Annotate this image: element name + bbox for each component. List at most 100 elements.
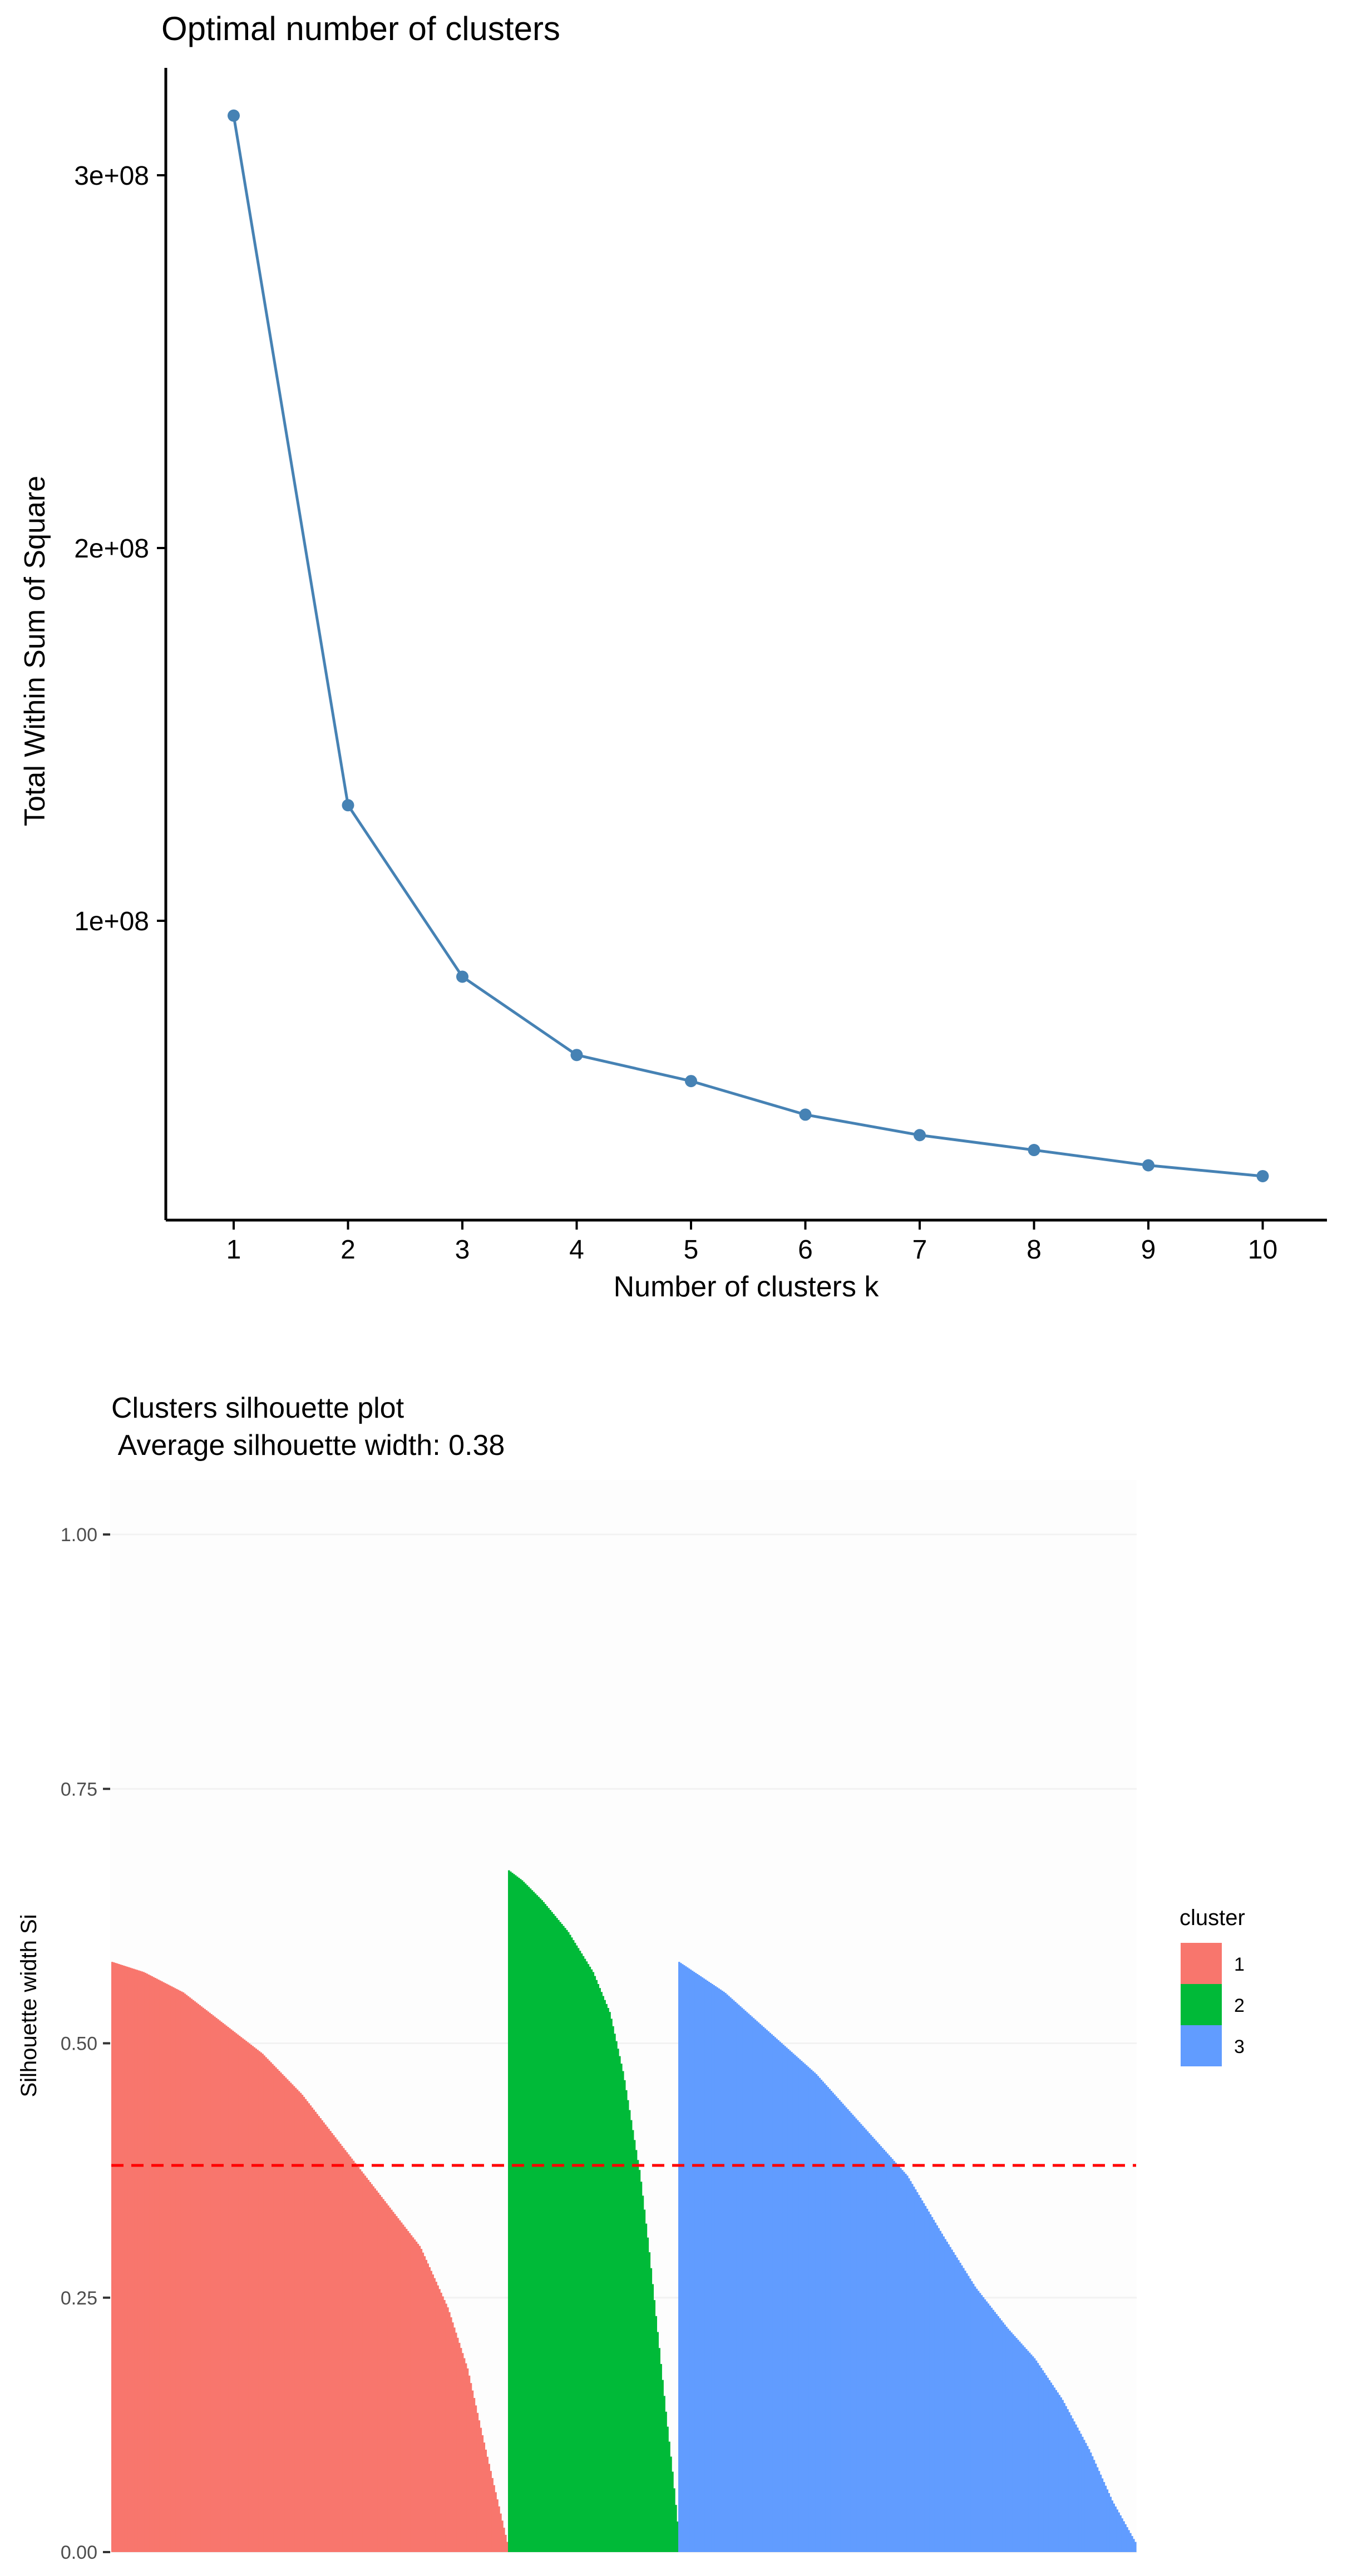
silhouette-bar-cluster-3	[1119, 2515, 1122, 2552]
silhouette-bar-cluster-3	[987, 2303, 990, 2552]
silhouette-bar-cluster-1	[331, 2133, 333, 2552]
silhouette-bar-cluster-3	[997, 2316, 1000, 2552]
silhouette-bar-cluster-3	[909, 2181, 912, 2552]
silhouette-bar-cluster-2	[587, 1964, 590, 2552]
silhouette-bar-cluster-3	[1070, 2415, 1072, 2552]
silhouette-bar-cluster-3	[1048, 2380, 1051, 2552]
silhouette-bar-cluster-1	[233, 2032, 236, 2552]
silhouette-bar-cluster-2	[512, 1874, 515, 2552]
silhouette-bar-cluster-2	[636, 2160, 639, 2552]
silhouette-bar-cluster-3	[800, 2061, 803, 2552]
silhouette-bar-cluster-1	[187, 1996, 190, 2552]
silhouette-bar-cluster-1	[445, 2303, 447, 2552]
silhouette-bar-cluster-1	[382, 2199, 384, 2552]
silhouette-bar-cluster-2	[630, 2120, 633, 2552]
silhouette-bar-cluster-1	[131, 1968, 134, 2552]
silhouette-bar-cluster-3	[958, 2260, 960, 2552]
silhouette-bar-cluster-1	[185, 1995, 188, 2552]
silhouette-bar-cluster-1	[428, 2267, 431, 2552]
silhouette-bar-cluster-1	[275, 2067, 277, 2552]
silhouette-bar-cluster-2	[628, 2110, 631, 2552]
silhouette-bar-cluster-1	[226, 2027, 229, 2552]
silhouette-bar-cluster-3	[741, 2007, 743, 2552]
silhouette-bar-cluster-2	[667, 2426, 669, 2552]
silhouette-bar-cluster-3	[959, 2263, 961, 2552]
silhouette-bar-cluster-2	[635, 2150, 638, 2552]
silhouette-bar-cluster-1	[129, 1967, 132, 2552]
silhouette-bar-cluster-2	[516, 1876, 519, 2552]
silhouette-bar-cluster-2	[638, 2170, 641, 2552]
silhouette-bar-cluster-2	[594, 1976, 596, 2552]
silhouette-bar-cluster-3	[772, 2036, 774, 2552]
silhouette-bar-cluster-3	[1075, 2424, 1077, 2552]
silhouette-bar-cluster-1	[190, 1998, 193, 2552]
silhouette-bar-cluster-1	[311, 2108, 314, 2552]
silhouette-bar-cluster-3	[1047, 2377, 1049, 2552]
silhouette-bar-cluster-1	[387, 2205, 389, 2552]
silhouette-bar-cluster-3	[1089, 2452, 1092, 2552]
silhouette-bar-cluster-3	[1057, 2392, 1059, 2552]
silhouette-bar-cluster-1	[384, 2201, 386, 2552]
silhouette-bar-cluster-3	[924, 2205, 927, 2552]
silhouette-bar-cluster-3	[771, 2034, 773, 2552]
silhouette-bar-cluster-1	[364, 2175, 367, 2552]
elbow-chart: Optimal number of clusters 1e+08 2e+08 3e+…	[19, 10, 1327, 1303]
elbow-data-point	[456, 970, 468, 983]
silhouette-bar-cluster-1	[442, 2296, 444, 2552]
silhouette-bar-cluster-3	[1053, 2387, 1056, 2552]
silhouette-bar-cluster-1	[172, 1987, 175, 2552]
silhouette-bar-cluster-3	[1073, 2421, 1075, 2552]
silhouette-bar-cluster-3	[967, 2276, 970, 2552]
silhouette-bar-cluster-1	[443, 2299, 446, 2552]
silhouette-bar-cluster-1	[267, 2059, 269, 2552]
silhouette-bar-cluster-1	[376, 2190, 378, 2552]
silhouette-bar-cluster-3	[1019, 2341, 1021, 2552]
silhouette-bar-cluster-2	[521, 1880, 524, 2552]
silhouette-bar-cluster-1	[308, 2103, 310, 2552]
silhouette-bar-cluster-1	[182, 1992, 185, 2552]
silhouette-bar-cluster-3	[1060, 2397, 1062, 2552]
silhouette-bar-cluster-3	[965, 2273, 968, 2552]
silhouette-bar-cluster-1	[366, 2178, 368, 2552]
silhouette-bar-cluster-3	[1065, 2406, 1067, 2552]
silhouette-bar-cluster-3	[731, 1998, 733, 2552]
silhouette-bar-cluster-1	[396, 2216, 398, 2552]
silhouette-bar-cluster-3	[683, 1965, 685, 2552]
silhouette-bar-cluster-3	[1088, 2449, 1091, 2552]
silhouette-bar-cluster-1	[398, 2220, 401, 2552]
silhouette-bar-cluster-3	[794, 2055, 796, 2552]
silhouette-bar-cluster-2	[650, 2268, 653, 2552]
silhouette-bar-cluster-3	[1063, 2403, 1065, 2552]
silhouette-bar-cluster-1	[159, 1980, 161, 2552]
silhouette-bar-cluster-3	[845, 2107, 847, 2552]
silhouette-bar-cluster-3	[1067, 2409, 1069, 2552]
silhouette-bar-cluster-3	[963, 2268, 965, 2552]
silhouette-bar-cluster-2	[534, 1893, 537, 2552]
silhouette-bar-cluster-2	[652, 2284, 654, 2552]
elbow-y-ticks: 1e+08 2e+08 3e+08	[74, 161, 166, 936]
silhouette-chart-subtitle: Average silhouette width: 0.38	[111, 1429, 505, 1462]
silhouette-bar-cluster-1	[117, 1964, 120, 2552]
silhouette-bar-cluster-3	[1033, 2358, 1036, 2552]
silhouette-bar-cluster-1	[316, 2114, 318, 2552]
silhouette-bar-cluster-1	[179, 1991, 181, 2552]
silhouette-bar-cluster-2	[544, 1904, 546, 2552]
silhouette-bar-cluster-1	[189, 1997, 191, 2552]
silhouette-bar-cluster-2	[570, 1937, 573, 2552]
silhouette-bar-cluster-2	[662, 2380, 664, 2552]
silhouette-bar-cluster-3	[714, 1986, 717, 2552]
silhouette-bar-cluster-3	[746, 2012, 748, 2552]
silhouette-bar-cluster-3	[754, 2019, 757, 2552]
silhouette-bar-cluster-2	[653, 2300, 656, 2552]
silhouette-y-ticks: 0.00 0.25 0.50 0.75 1.00	[61, 1524, 110, 2563]
silhouette-bar-cluster-2	[574, 1942, 576, 2552]
silhouette-bar-cluster-1	[280, 2072, 282, 2552]
silhouette-bar-cluster-1	[263, 2055, 265, 2552]
silhouette-bar-cluster-1	[478, 2420, 481, 2552]
silhouette-bar-cluster-3	[1091, 2456, 1094, 2552]
silhouette-bar-cluster-1	[447, 2307, 449, 2552]
silhouette-bar-cluster-1	[471, 2390, 474, 2552]
silhouette-bar-cluster-2	[670, 2456, 672, 2552]
silhouette-bar-cluster-1	[207, 2011, 209, 2552]
silhouette-bar-cluster-3	[861, 2125, 864, 2552]
